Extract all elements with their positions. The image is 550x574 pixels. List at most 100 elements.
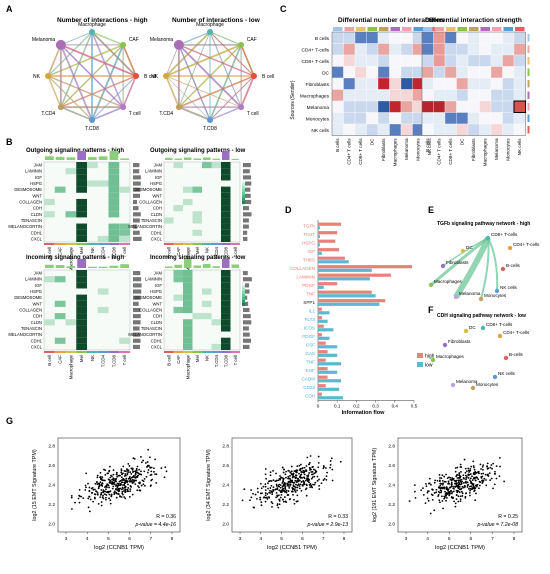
signal-colorstrip bbox=[108, 351, 120, 353]
d-bar-low bbox=[318, 294, 376, 298]
scatter-point bbox=[96, 481, 98, 484]
scatter-point bbox=[475, 492, 477, 495]
scatter-point bbox=[458, 488, 461, 491]
scatter-point bbox=[453, 500, 455, 503]
scatter-point bbox=[474, 470, 477, 473]
scatter-point bbox=[464, 471, 467, 474]
heatmap-cell bbox=[421, 100, 434, 113]
network-node-label: DC bbox=[469, 325, 476, 330]
signal-row-label: CLDN bbox=[151, 320, 162, 325]
signal-heatmap-cell bbox=[108, 235, 120, 242]
network-edge bbox=[60, 44, 93, 121]
scatter-point bbox=[149, 456, 151, 459]
heatmap-row-label: Melanoma bbox=[307, 105, 330, 111]
network-node bbox=[460, 248, 466, 254]
signal-rightbar bbox=[133, 218, 140, 223]
scatter-point bbox=[282, 483, 285, 486]
scatter-point bbox=[426, 497, 429, 500]
heatmap-topbar bbox=[344, 27, 354, 31]
scatter-point bbox=[78, 495, 81, 498]
scatter-point bbox=[115, 480, 117, 483]
scatter-point bbox=[147, 469, 150, 471]
signal-heatmap-cell bbox=[108, 229, 120, 236]
heatmap-cell bbox=[444, 31, 457, 44]
scatter-point bbox=[285, 501, 288, 503]
scatter-point bbox=[490, 464, 493, 466]
scatter-point bbox=[482, 472, 485, 475]
scatter-point bbox=[306, 456, 309, 459]
scatter-point bbox=[408, 500, 411, 503]
scatter-point bbox=[268, 480, 270, 483]
scatter-point bbox=[264, 492, 267, 494]
d-bar-high bbox=[318, 239, 336, 243]
scatter-point bbox=[105, 498, 107, 501]
d-category-label: GAS bbox=[305, 351, 315, 356]
scatter-p-value: p-value = 4.4e-16 bbox=[134, 522, 176, 528]
signal-row-label: LAMININ bbox=[145, 277, 162, 282]
signal-rightbar bbox=[133, 320, 141, 325]
panel-label-f: F bbox=[428, 305, 434, 315]
scatter-point bbox=[309, 455, 312, 457]
scatter-point bbox=[118, 488, 120, 491]
signal-col-label: T.CD4 bbox=[101, 354, 106, 367]
scatter-point bbox=[427, 490, 430, 493]
heatmap-cell bbox=[456, 31, 469, 44]
heatmap-cell bbox=[444, 43, 457, 56]
scatter-point bbox=[481, 482, 484, 484]
scatter-point bbox=[440, 491, 443, 494]
scatter-point bbox=[443, 480, 446, 483]
scatter-point bbox=[325, 478, 328, 481]
scatter-point bbox=[322, 467, 325, 470]
signal-colorstrip bbox=[221, 351, 231, 353]
signal-row-label: IGF bbox=[155, 175, 162, 180]
heatmap-sidebar bbox=[527, 103, 530, 111]
scatter-point bbox=[119, 479, 122, 482]
heatmap-topbar bbox=[423, 27, 433, 31]
network-edge bbox=[178, 44, 211, 121]
heatmap-cell bbox=[479, 43, 492, 56]
scatter-point bbox=[318, 478, 320, 481]
scatter-point bbox=[108, 493, 111, 496]
signal-heatmap-cell bbox=[76, 270, 87, 277]
scatter-point bbox=[457, 500, 460, 503]
signal-rightbar bbox=[243, 199, 252, 205]
scatter-point bbox=[271, 505, 273, 508]
signal-heatmap-cell bbox=[108, 168, 120, 175]
heatmap-cell bbox=[467, 112, 480, 125]
scatter-point bbox=[112, 469, 115, 472]
heatmap-cell bbox=[377, 112, 390, 125]
e-title: TGFb signaling pathway network - high bbox=[437, 221, 530, 227]
scatter-point bbox=[120, 471, 123, 474]
signal-row-label: MELANOCORTIN bbox=[128, 224, 162, 229]
scatter-point bbox=[473, 477, 476, 480]
signal-row-label: DESMOSOME bbox=[134, 295, 162, 300]
signal-col-label: CAF bbox=[176, 355, 181, 364]
scatter-point bbox=[295, 483, 297, 486]
scatter-point bbox=[454, 505, 457, 508]
scatter-point bbox=[282, 498, 284, 501]
scatter-point bbox=[433, 481, 436, 484]
scatter-point bbox=[480, 477, 483, 479]
scatter-ytick-label: 2.0 bbox=[48, 522, 55, 528]
scatter-point bbox=[469, 489, 471, 492]
scatter-point bbox=[285, 476, 287, 479]
d-bar-low bbox=[318, 260, 349, 264]
signal-heatmap-cell bbox=[87, 162, 98, 169]
heatmap-cell bbox=[343, 54, 356, 67]
scatter-point bbox=[115, 473, 118, 476]
scatter-point bbox=[132, 470, 135, 473]
scatter-point bbox=[147, 471, 149, 474]
scatter-point bbox=[455, 482, 457, 485]
signal-legend-swatch bbox=[242, 300, 245, 303]
heatmap-cell bbox=[331, 112, 344, 125]
signal-heatmap-cell bbox=[202, 300, 212, 307]
heatmap-cell bbox=[421, 112, 434, 125]
panel-label-a: A bbox=[6, 4, 13, 14]
signal-topbar bbox=[222, 151, 230, 160]
d-bar-high bbox=[318, 307, 322, 311]
d-bar-low bbox=[318, 396, 343, 400]
scatter-point bbox=[128, 495, 131, 498]
signal-heatmap-cell bbox=[108, 205, 120, 212]
heatmap-cell bbox=[331, 66, 344, 79]
scatter-point bbox=[473, 490, 475, 493]
